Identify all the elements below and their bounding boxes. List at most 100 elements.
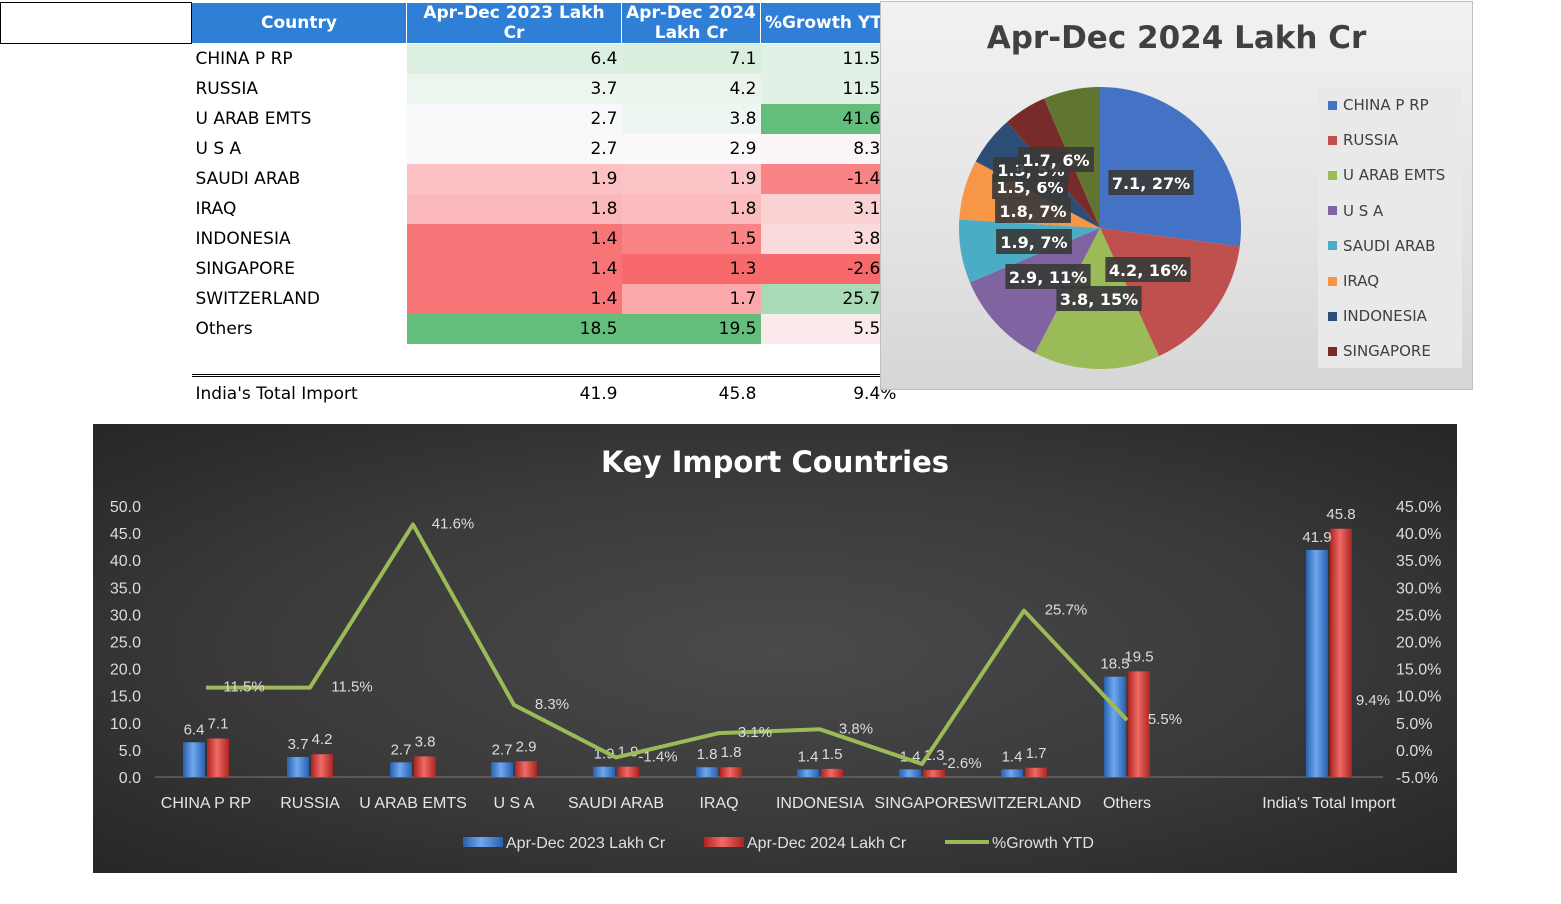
y-right-tick-label: 15.0% bbox=[1396, 662, 1441, 679]
y-left-tick-label: 35.0 bbox=[110, 580, 141, 597]
growth-cell: 25.7% bbox=[760, 284, 901, 314]
legend-swatch bbox=[1328, 346, 1337, 356]
bar-2023-label: 2.7 bbox=[391, 741, 412, 758]
legend-label: Apr-Dec 2023 Lakh Cr bbox=[506, 835, 666, 852]
value-2024-cell: 4.2 bbox=[621, 74, 761, 104]
legend-label: U S A bbox=[1343, 201, 1384, 220]
y-left-tick-label: 20.0 bbox=[110, 662, 141, 679]
growth-label: 8.3% bbox=[535, 696, 569, 713]
pie-chart-panel: Apr-Dec 2024 Lakh Cr 7.1, 27% 4.2, 16% 3.8… bbox=[880, 1, 1473, 390]
growth-label: -1.4% bbox=[638, 748, 677, 765]
bar-2023 bbox=[1104, 676, 1126, 777]
table-row: INDONESIA 1.4 1.5 3.8% bbox=[1, 224, 901, 254]
x-category-label: U S A bbox=[494, 795, 535, 812]
legend-item: SAUDI ARAB bbox=[1328, 236, 1435, 256]
legend-label: %Growth YTD bbox=[992, 835, 1094, 852]
y-right-tick-label: 10.0% bbox=[1396, 689, 1441, 706]
bar-2024 bbox=[414, 756, 436, 777]
combo-chart-panel: Key Import Countries 0.0 5.0 10.0 15.0 20.0 25… bbox=[93, 424, 1457, 873]
pie-label-text: 1.5, 6% bbox=[996, 178, 1063, 197]
growth-label: 41.6% bbox=[432, 515, 475, 532]
y-left-tick-label: 30.0 bbox=[110, 607, 141, 624]
row-blank-cell bbox=[1, 134, 192, 164]
row-blank-cell bbox=[1, 164, 192, 194]
value-2023-cell: 3.7 bbox=[406, 74, 622, 104]
header-2024: Apr-Dec 2024 Lakh Cr bbox=[621, 2, 761, 44]
growth-label: 11.5% bbox=[331, 679, 372, 696]
growth-cell: -2.6% bbox=[760, 254, 901, 284]
legend-label: SAUDI ARAB bbox=[1343, 236, 1436, 255]
value-2023-cell: 1.4 bbox=[406, 224, 622, 254]
y-left-tick-label: 50.0 bbox=[110, 499, 141, 516]
bar-2024 bbox=[1330, 528, 1352, 777]
table-header-row: Country Apr-Dec 2023 Lakh Cr Apr-Dec 202… bbox=[0, 2, 901, 44]
table-row: SINGAPORE 1.4 1.3 -2.6% bbox=[1, 254, 901, 284]
pie-label-text: 3.8, 15% bbox=[1060, 290, 1138, 309]
table-row: U S A 2.7 2.9 8.3% bbox=[1, 134, 901, 164]
legend-swatch bbox=[1328, 311, 1337, 321]
bar-2023 bbox=[1001, 769, 1023, 777]
pie-label-box bbox=[1005, 264, 1091, 289]
x-category-label: U ARAB EMTS bbox=[359, 795, 467, 812]
pie-data-label: 4.2, 16% bbox=[1105, 257, 1191, 282]
legend-label: SINGAPORE bbox=[1343, 342, 1431, 361]
pie-data-label: 1.7, 6% bbox=[1018, 147, 1094, 172]
legend-item: RUSSIA bbox=[1328, 130, 1398, 150]
value-2024-cell: 3.8 bbox=[621, 104, 761, 134]
pie-label-text: 1.7, 6% bbox=[1022, 151, 1089, 170]
import-table: Country Apr-Dec 2023 Lakh Cr Apr-Dec 202… bbox=[0, 2, 901, 409]
x-category-label: SAUDI ARAB bbox=[568, 795, 664, 812]
bar-2023-label: 3.7 bbox=[288, 736, 309, 753]
pie-data-label: 7.1, 27% bbox=[1108, 170, 1194, 195]
bar-2024 bbox=[1025, 767, 1047, 777]
y-right-tick-label: 30.0% bbox=[1396, 580, 1441, 597]
legend-item: IRAQ bbox=[1328, 271, 1379, 291]
row-blank-cell bbox=[1, 254, 192, 284]
value-2023-cell: 1.4 bbox=[406, 284, 622, 314]
value-2024-cell: 1.5 bbox=[621, 224, 761, 254]
pie-label-box bbox=[1108, 170, 1194, 195]
total-2024-cell: 45.8 bbox=[718, 384, 757, 404]
legend-label: RUSSIA bbox=[1343, 131, 1399, 150]
value-2023-cell: 2.7 bbox=[406, 134, 622, 164]
x-category-label: INDONESIA bbox=[776, 795, 864, 812]
bar-2024 bbox=[617, 766, 639, 777]
y-right-tick-label: 0.0% bbox=[1396, 743, 1432, 760]
y-right-tick-label: 40.0% bbox=[1396, 526, 1441, 543]
pie-label-text: 4.2, 16% bbox=[1109, 261, 1187, 280]
table-row: IRAQ 1.8 1.8 3.1% bbox=[1, 194, 901, 224]
row-blank-cell bbox=[1, 194, 192, 224]
total-label-cell: India's Total Import bbox=[195, 384, 358, 404]
legend-label: IRAQ bbox=[1343, 272, 1380, 290]
table-total-row: India's Total Import 41.9 45.8 9.4% bbox=[1, 376, 901, 410]
pie-label-box bbox=[1056, 286, 1142, 311]
y-right-tick-label: 20.0% bbox=[1396, 635, 1441, 652]
pie-chart-title: Apr-Dec 2024 Lakh Cr bbox=[986, 20, 1367, 56]
y-left-tick-label: 0.0 bbox=[119, 770, 141, 787]
country-cell: SWITZERLAND bbox=[195, 289, 321, 309]
bar-2024-label: 1.7 bbox=[1026, 745, 1047, 762]
growth-label: 3.8% bbox=[839, 720, 873, 737]
y-left-tick-label: 10.0 bbox=[110, 716, 141, 733]
header-blank-cell bbox=[0, 2, 192, 44]
bar-2023 bbox=[696, 767, 718, 777]
value-2024-cell: 19.5 bbox=[621, 314, 761, 344]
value-2023-cell: 1.8 bbox=[406, 194, 622, 224]
pie-data-label: 2.9, 11% bbox=[1005, 264, 1091, 289]
pie-label-box bbox=[995, 198, 1071, 223]
value-2024-cell: 1.8 bbox=[621, 194, 761, 224]
value-2024-cell: 7.1 bbox=[621, 43, 761, 74]
bar-2023 bbox=[287, 756, 309, 777]
bar-2024 bbox=[720, 767, 742, 777]
growth-cell: 8.3% bbox=[760, 134, 901, 164]
legend-item: U S A bbox=[1328, 201, 1383, 221]
country-cell: CHINA P RP bbox=[195, 49, 293, 69]
country-cell: U S A bbox=[195, 139, 242, 159]
legend-label: U ARAB EMTS bbox=[1343, 166, 1446, 185]
country-cell: U ARAB EMTS bbox=[195, 109, 312, 129]
bar-2023-label: 41.9 bbox=[1302, 529, 1331, 546]
pie-slice bbox=[969, 228, 1100, 354]
table-body: CHINA P RP 6.4 7.1 11.5% RUSSIA 3.7 4.2 11.5% U … bbox=[1, 43, 901, 410]
legend-swatch bbox=[1328, 241, 1337, 251]
pie-label-box bbox=[996, 229, 1072, 254]
